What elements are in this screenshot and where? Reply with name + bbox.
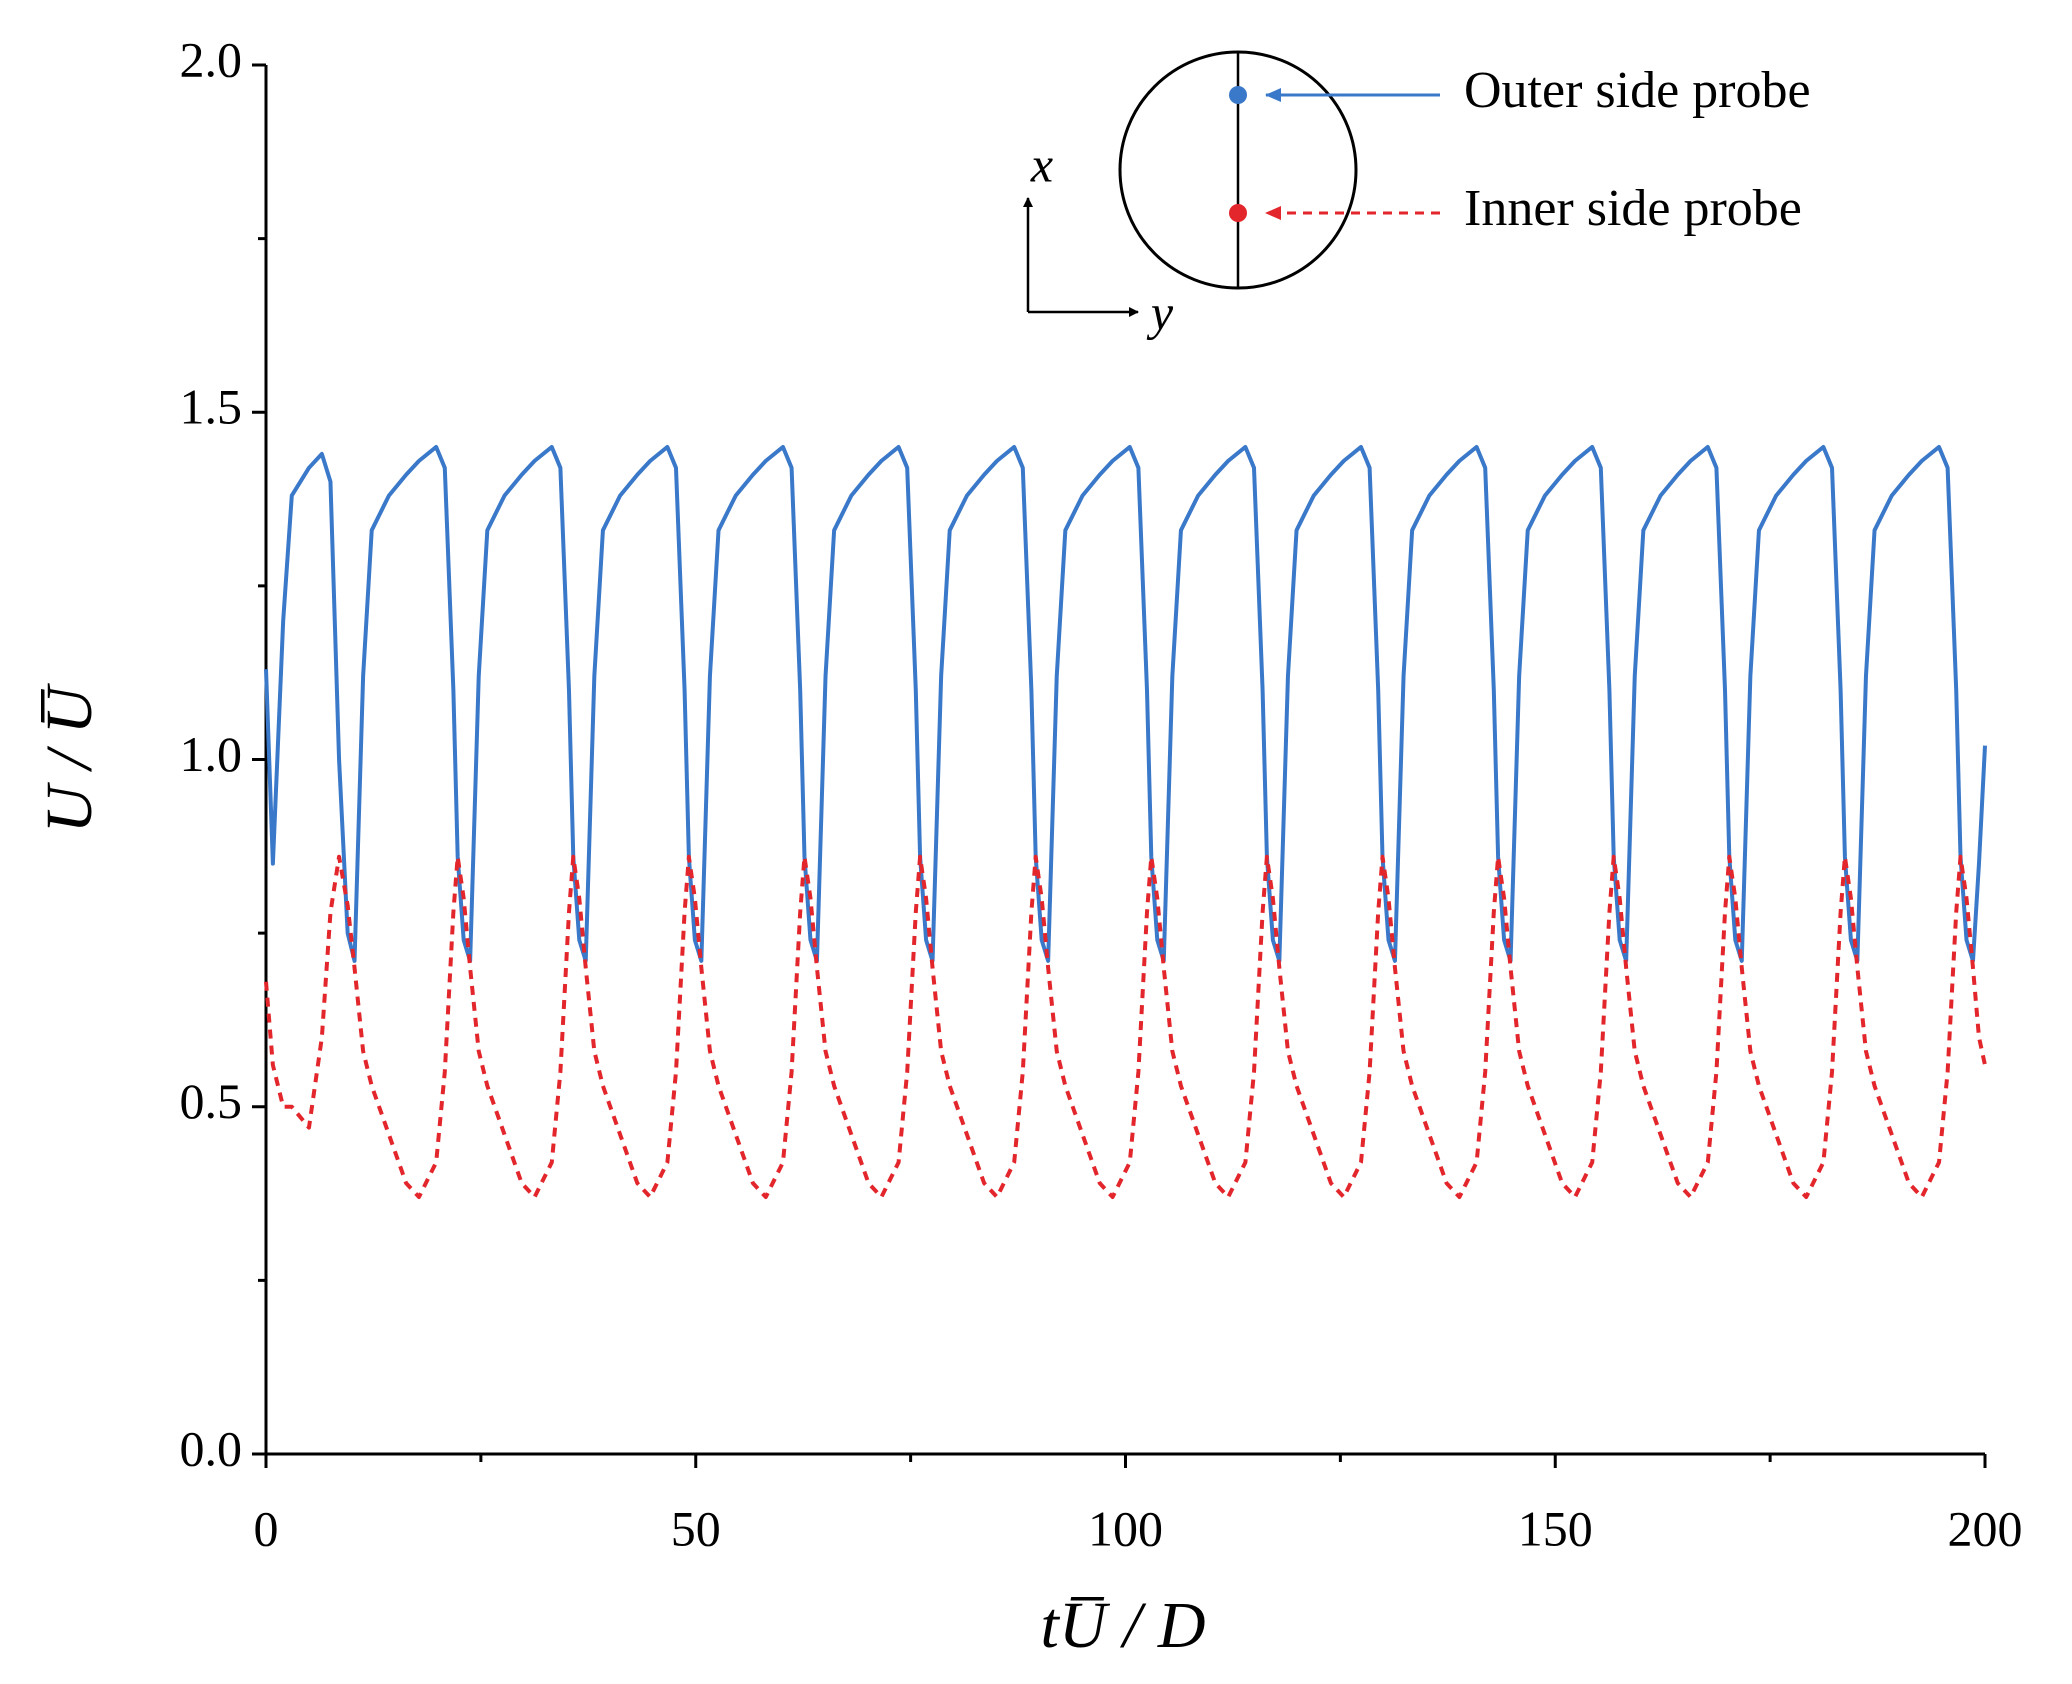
x-tick-label: 150 xyxy=(1518,1500,1593,1556)
y-tick-label: 2.0 xyxy=(180,31,243,87)
y-tick-label: 0.0 xyxy=(180,1420,243,1476)
legend-label: Inner side probe xyxy=(1464,180,1802,237)
y-axis-title: U / U̅ xyxy=(33,682,106,833)
y-tick-label: 1.5 xyxy=(180,379,243,435)
y-tick-label: 1.0 xyxy=(180,726,243,782)
x-tick-label: 100 xyxy=(1088,1500,1163,1556)
probe-dot xyxy=(1229,204,1247,222)
series-line xyxy=(264,854,1987,1200)
series-line xyxy=(264,444,1987,963)
inset: x y xyxy=(1023,50,1358,340)
inset-y-label: y xyxy=(1146,284,1174,340)
probe-dot xyxy=(1229,86,1247,104)
x-tick-label: 200 xyxy=(1948,1500,2023,1556)
x-tick-label: 50 xyxy=(671,1500,721,1556)
inset-x-label: x xyxy=(1030,136,1053,192)
y-tick-label: 0.5 xyxy=(180,1073,243,1129)
x-tick-label: 0 xyxy=(254,1500,279,1556)
legend-label: Outer side probe xyxy=(1464,62,1811,119)
x-axis-title: tU̅ / D xyxy=(1041,1589,1206,1662)
